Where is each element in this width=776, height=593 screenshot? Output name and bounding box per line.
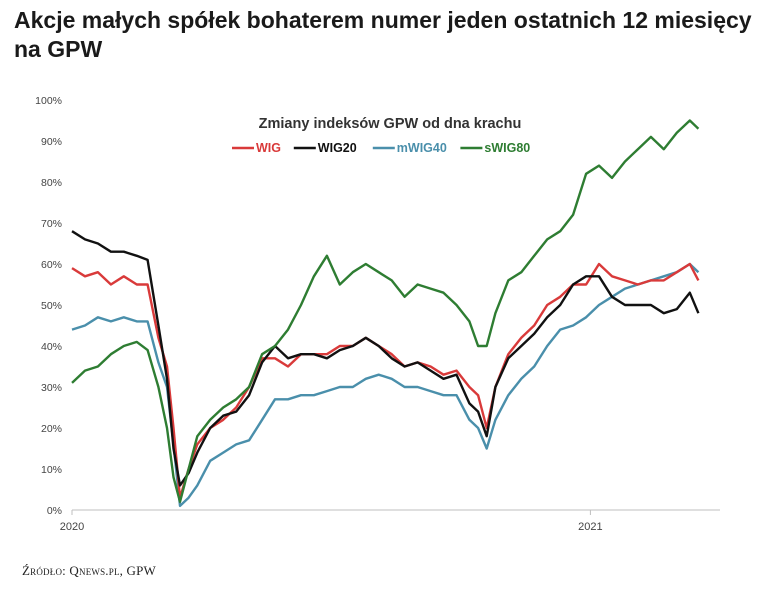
y-tick-label: 20% (41, 423, 62, 435)
y-tick-label: 70% (41, 218, 62, 230)
legend-label: mWIG40 (397, 141, 447, 155)
y-tick-label: 0% (47, 505, 62, 517)
headline: Akcje małych spółek bohaterem numer jede… (14, 7, 752, 62)
series-line-mwig40 (71, 262, 700, 508)
y-tick-label: 10% (41, 464, 62, 476)
y-axis: 0% 10% 20% 30% 40% 50% 60% 70% 80% 90% 100% (35, 95, 62, 517)
series-line-swig80 (71, 119, 700, 503)
legend-item-wig20: WIG20 (293, 141, 357, 155)
series-line-wig20 (71, 230, 700, 487)
x-tick-label: 2021 (578, 521, 602, 533)
chart-svg: 0%10%20%30%40%50%60%70%80%90%100% 2020 20… (35, 95, 720, 533)
y-tick-label: 100% (35, 95, 62, 107)
legend-label: WIG20 (318, 141, 357, 155)
series-layer (71, 119, 700, 508)
legend-label: WIG (256, 141, 281, 155)
x-tick-label: 2020 (60, 521, 84, 533)
y-tick-label: 80% (41, 177, 62, 189)
legend-item-mwig40: mWIG40 (372, 141, 447, 155)
y-tick-label: 40% (41, 341, 62, 353)
legend-label: sWIG80 (484, 141, 530, 155)
y-tick-label: 90% (41, 136, 62, 148)
legend-item-wig: WIG (232, 141, 281, 155)
y-tick-label: 50% (41, 300, 62, 312)
chart: 0% 10% 20% 30% 40% 50% 60% 70% 80% 90% 100% 2020 20… (0, 80, 776, 550)
y-tick-label: 30% (41, 382, 62, 394)
x-axis: 2020 2021 (60, 510, 603, 533)
legend-item-swig80: sWIG80 (460, 141, 530, 155)
legend: WIG WIG20 mWIG40 sWIG80 (232, 141, 530, 155)
y-tick-label: 60% (41, 259, 62, 271)
chart-title: Zmiany indeksów GPW od dna krachu (259, 116, 522, 132)
source-note: Źródło: Qnews.pl, GPW (22, 563, 157, 578)
